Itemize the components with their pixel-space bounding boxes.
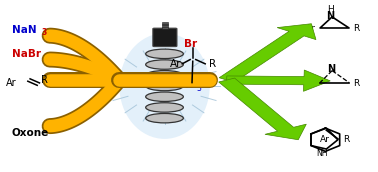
Text: R: R <box>353 79 359 88</box>
Text: N: N <box>184 80 194 90</box>
Ellipse shape <box>119 33 210 139</box>
Ellipse shape <box>146 49 183 58</box>
Text: Br: Br <box>184 39 197 49</box>
Polygon shape <box>219 78 306 140</box>
Polygon shape <box>226 70 330 91</box>
Ellipse shape <box>146 103 183 112</box>
Ellipse shape <box>146 71 183 80</box>
Text: NaN: NaN <box>12 25 37 35</box>
Text: NH: NH <box>317 149 328 158</box>
FancyBboxPatch shape <box>153 28 177 47</box>
Text: NaBr: NaBr <box>12 49 41 59</box>
Text: N: N <box>327 64 335 74</box>
Text: Ar: Ar <box>170 59 181 69</box>
Text: R: R <box>343 135 349 144</box>
Ellipse shape <box>146 114 183 123</box>
Text: R: R <box>353 24 359 33</box>
Text: Ar: Ar <box>321 135 330 144</box>
Text: N: N <box>326 11 334 21</box>
Text: H: H <box>327 5 334 14</box>
Text: R: R <box>41 75 48 85</box>
Ellipse shape <box>146 92 183 101</box>
Ellipse shape <box>146 81 183 91</box>
Text: R: R <box>209 59 216 69</box>
Ellipse shape <box>146 60 183 69</box>
Text: Ar: Ar <box>306 24 316 33</box>
Text: Ar: Ar <box>306 79 316 88</box>
Bar <box>162 22 168 29</box>
Polygon shape <box>219 24 316 82</box>
Text: Oxone: Oxone <box>12 128 49 138</box>
Text: Ar: Ar <box>6 78 17 88</box>
Text: 3: 3 <box>41 28 46 37</box>
Text: 3: 3 <box>197 84 201 93</box>
